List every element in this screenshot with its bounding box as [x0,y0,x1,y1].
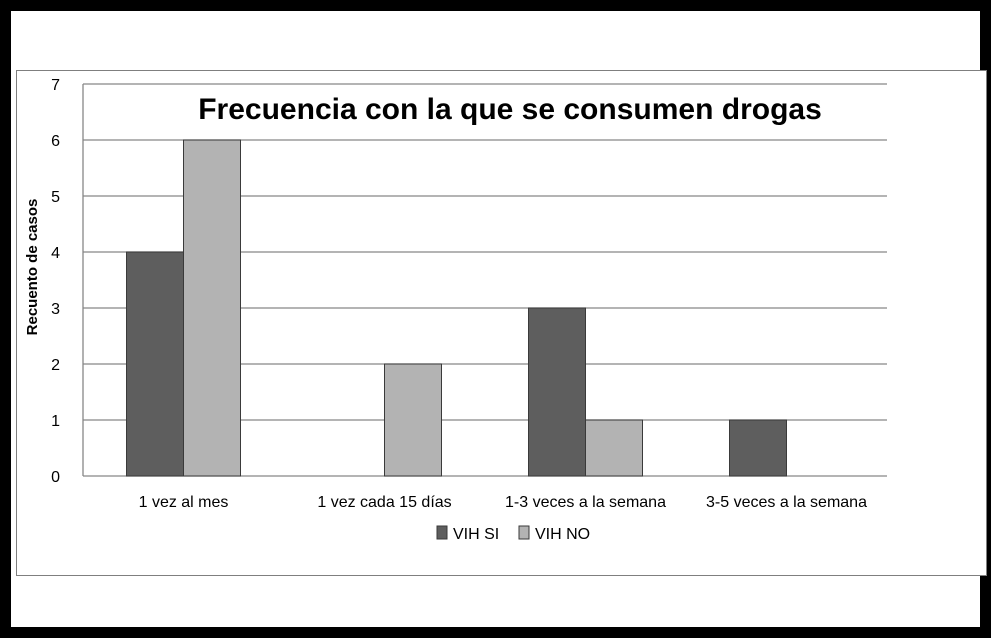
image-frame [11,11,987,627]
bar-vih-no [384,363,442,477]
legend-swatch [436,525,448,540]
x-tick-label: 3-5 veces a la semana [706,494,867,511]
y-tick-label: 3 [51,301,60,318]
legend-label: VIH SI [453,526,499,543]
y-tick-label: 6 [51,133,60,150]
bar-vih-no [183,139,241,477]
x-tick-label: 1 vez cada 15 días [317,494,451,511]
x-tick-label: 1-3 veces a la semana [505,494,666,511]
legend-swatch [518,525,530,540]
y-tick-label: 2 [51,357,60,374]
legend-label: VIH NO [535,526,590,543]
bar-vih-si [729,419,787,477]
x-tick-labels: 1 vez al mes 1 vez cada 15 días 1-3 veces … [139,494,867,511]
bar-vih-si [126,251,184,477]
y-tick-label: 4 [51,245,60,262]
x-tick-label: 1 vez al mes [139,494,229,511]
y-axis-label: Recuento de casos [24,199,41,336]
bars [126,139,787,477]
y-tick-label: 7 [51,77,60,94]
bar-vih-no [585,419,643,477]
y-tick-label: 1 [51,413,60,430]
y-tick-labels: 0 1 2 3 4 5 6 7 [51,77,60,486]
legend: VIH SI VIH NO [436,525,590,543]
bar-vih-si [528,307,586,477]
y-tick-label: 5 [51,189,60,206]
chart-title: Frecuencia con la que se consumen drogas [198,93,822,126]
y-tick-label: 0 [51,469,60,486]
